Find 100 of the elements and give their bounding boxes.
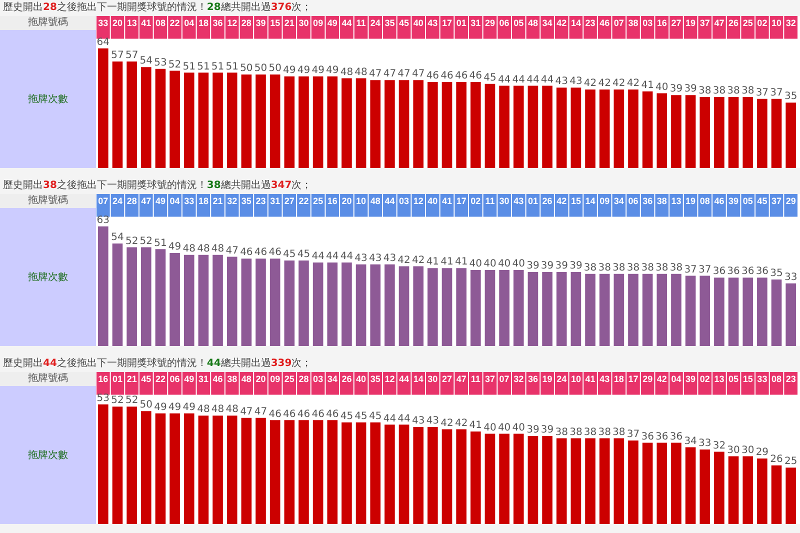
x-tick-label: 49 — [327, 18, 338, 28]
data-label: 43 — [426, 416, 440, 427]
bar — [126, 247, 137, 346]
bar — [184, 413, 194, 524]
x-tick-label: 37 — [772, 196, 782, 206]
data-label: 30 — [741, 444, 754, 456]
bar — [484, 434, 496, 524]
x-tick-label: 45 — [399, 18, 410, 28]
x-tick-label: 03 — [313, 374, 324, 384]
x-tick-label: 40 — [413, 18, 424, 28]
data-label: 36 — [712, 266, 726, 278]
x-tick-label: 11 — [485, 196, 495, 206]
x-tick-label: 15 — [270, 18, 280, 28]
bar — [656, 442, 668, 524]
bar — [556, 438, 567, 524]
data-label: 47 — [369, 68, 382, 80]
x-tick-label: 44 — [342, 18, 352, 28]
data-label: 44 — [512, 74, 525, 86]
data-label: 42 — [598, 78, 611, 90]
x-tick-label: 41 — [141, 18, 152, 28]
data-label: 38 — [555, 426, 568, 438]
data-label: 40 — [484, 422, 496, 434]
data-label: 43 — [354, 252, 368, 264]
x-tick-label: 13 — [671, 196, 682, 206]
x-tick-label: 06 — [499, 18, 510, 28]
x-tick-label: 08 — [700, 196, 710, 206]
bar — [342, 78, 352, 168]
x-tick-label: 08 — [772, 374, 782, 384]
data-label: 42 — [626, 78, 640, 90]
x-tick-label: 16 — [98, 374, 108, 384]
x-tick-label: 36 — [528, 374, 538, 384]
x-tick-label: 04 — [170, 196, 180, 206]
x-tick-label: 42 — [556, 18, 567, 28]
x-tick-label: 29 — [642, 374, 653, 384]
x-axis-title: 拖牌號碼 — [0, 372, 96, 386]
bar — [700, 450, 710, 524]
x-axis-title: 拖牌號碼 — [0, 194, 96, 208]
bar — [170, 413, 180, 524]
bar — [556, 88, 567, 168]
data-label: 47 — [383, 68, 396, 80]
bar — [484, 84, 496, 168]
bar — [556, 272, 567, 346]
bar — [356, 264, 366, 346]
data-label: 44 — [498, 74, 511, 86]
data-label: 49 — [297, 65, 310, 76]
bar — [198, 416, 209, 524]
bar — [570, 88, 582, 168]
x-tick-label: 17 — [628, 374, 638, 384]
x-tick-label: 24 — [370, 18, 380, 28]
data-label: 47 — [398, 68, 410, 80]
bar — [671, 95, 682, 168]
data-label: 44 — [540, 74, 554, 86]
data-label: 25 — [784, 456, 798, 468]
data-label: 46 — [312, 408, 324, 420]
bar — [140, 67, 152, 168]
bar — [628, 274, 638, 346]
data-label: 49 — [168, 402, 182, 413]
data-label: 36 — [670, 431, 683, 442]
x-tick-label: 44 — [384, 196, 395, 206]
x-tick-label: 02 — [757, 18, 768, 28]
bar — [642, 91, 653, 168]
x-tick-label: 42 — [656, 374, 667, 384]
bar — [98, 404, 108, 524]
chart-title: 歷史開出38之後拖出下一期開獎球號的情況！38總共開出過347次； — [2, 178, 313, 193]
data-label: 46 — [268, 247, 282, 258]
bar — [112, 61, 123, 168]
bar — [484, 270, 496, 346]
bar — [442, 82, 452, 168]
x-tick-label: 10 — [570, 374, 581, 384]
x-tick-label: 28 — [298, 374, 309, 384]
data-label: 46 — [254, 247, 268, 258]
x-tick-label: 19 — [686, 196, 696, 206]
bar — [685, 447, 696, 524]
x-tick-label: 05 — [728, 374, 739, 384]
x-tick-label: 30 — [428, 374, 438, 384]
bar — [499, 434, 510, 524]
bar — [714, 452, 724, 524]
bar — [456, 82, 466, 168]
bar — [470, 431, 481, 524]
x-tick-label: 23 — [256, 196, 266, 206]
data-label: 40 — [469, 258, 482, 270]
x-tick-label: 33 — [757, 374, 768, 384]
data-label: 39 — [526, 424, 540, 436]
x-tick-label: 45 — [757, 196, 768, 206]
data-label: 52 — [111, 395, 124, 406]
x-tick-label: 18 — [198, 18, 208, 28]
data-label: 49 — [168, 242, 182, 253]
x-tick-label: 19 — [542, 374, 552, 384]
data-label: 45 — [340, 411, 354, 422]
bar — [542, 272, 552, 346]
x-tick-label: 45 — [141, 374, 152, 384]
data-label: 47 — [254, 406, 268, 418]
x-tick-label: 30 — [298, 18, 309, 28]
bar — [270, 74, 280, 168]
data-label: 44 — [312, 251, 324, 262]
x-tick-label: 12 — [384, 374, 395, 384]
data-label: 40 — [484, 258, 496, 270]
data-label: 41 — [641, 80, 654, 91]
bar — [126, 406, 137, 524]
x-tick-label: 36 — [212, 18, 223, 28]
